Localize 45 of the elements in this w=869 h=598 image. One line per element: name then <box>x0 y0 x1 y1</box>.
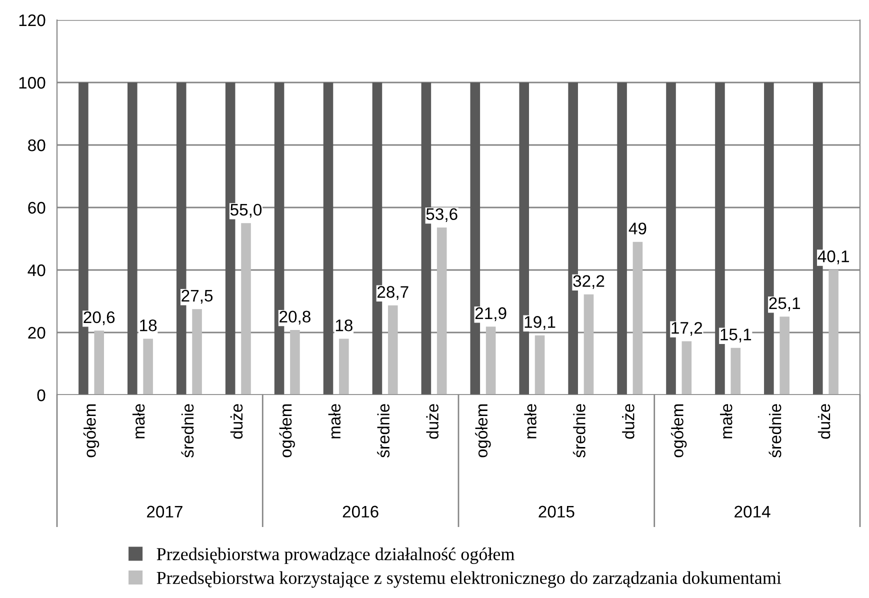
x-tick-label: małe <box>524 404 536 438</box>
x-tick-label: małe <box>328 404 341 438</box>
x-tick-label: małe <box>720 404 732 438</box>
y-tick-label: 40 <box>28 264 46 276</box>
x-tick-label: duże <box>426 404 438 439</box>
data-label: 21,9 <box>475 307 506 322</box>
data-label: 17,2 <box>672 322 702 336</box>
x-tick-label: średnie <box>768 404 782 458</box>
y-tick-label: 100 <box>19 76 46 89</box>
x-tick-label: średnie <box>181 404 194 458</box>
data-label: 15,1 <box>720 328 752 342</box>
text: 2014 <box>734 506 770 518</box>
x-tick-label: średnie <box>377 404 390 458</box>
y-tick-label: 0 <box>37 389 46 402</box>
data-label: 20,6 <box>84 311 115 326</box>
y-tick-label: 60 <box>28 202 46 214</box>
y-tick-label: 20 <box>28 326 46 339</box>
data-label: 25,1 <box>769 297 800 312</box>
text: 2017 <box>147 506 182 518</box>
data-label: 28,7 <box>378 286 408 300</box>
data-label: 53,6 <box>426 208 458 222</box>
data-label: 49 <box>628 222 646 234</box>
y-tick-label: 80 <box>28 139 46 152</box>
legend-label: Przedsębiorstwa korzystające z systemu elektronicznego do zarządzania dokumentami <box>156 571 782 588</box>
x-tick-label: ogółem <box>670 404 687 458</box>
data-label: 19,1 <box>524 316 556 330</box>
legend-label: Przedsiębiorstwa prowadzące działalność ogółem <box>156 548 514 564</box>
data-label: 20,8 <box>280 310 310 325</box>
data-label: 18 <box>140 319 157 332</box>
data-label: 55,0 <box>230 204 262 218</box>
data-label: 40,1 <box>818 250 849 264</box>
x-tick-label: duże <box>230 404 243 439</box>
x-tick-label: duże <box>818 404 830 439</box>
x-tick-label: ogółem <box>83 404 100 458</box>
data-label: 18 <box>336 319 352 332</box>
x-tick-label: małe <box>132 404 145 438</box>
x-tick-label: duże <box>622 404 634 439</box>
text: 2015 <box>538 506 574 518</box>
x-tick-label: średnie <box>572 404 586 458</box>
text: 2016 <box>342 506 378 518</box>
x-tick-label: ogółem <box>279 404 295 458</box>
x-tick-label: ogółem <box>475 404 491 458</box>
data-label: 27,5 <box>182 290 213 304</box>
data-label: 32,2 <box>573 275 604 289</box>
y-tick-label: 120 <box>19 14 46 26</box>
